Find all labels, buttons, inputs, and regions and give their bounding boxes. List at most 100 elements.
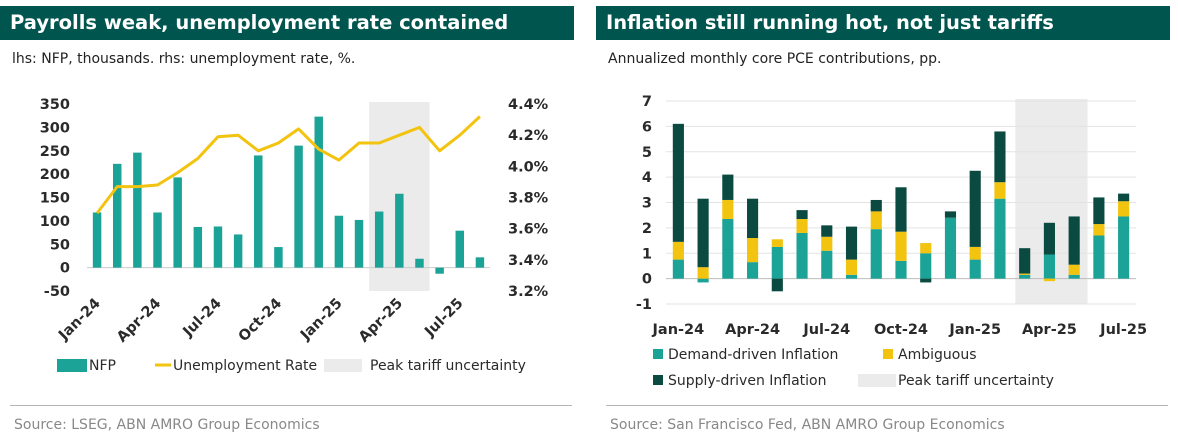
nfp-bar [153, 212, 162, 268]
legend-nfp-swatch [57, 359, 87, 372]
demand-driven-bar [845, 274, 858, 279]
left-chart-subtitle: lhs: NFP, thousands. rhs: unemployment r… [12, 51, 356, 67]
supply-driven-bar [1068, 216, 1080, 265]
supply-driven-bar [1043, 222, 1055, 255]
x-tick-label: Jan-24 [652, 322, 705, 338]
x-tick-label: Jul-25 [421, 296, 466, 341]
y-left-tick-label: 250 [40, 144, 70, 160]
nfp-bar [254, 155, 263, 268]
y-right-tick-label: 3.6% [508, 222, 549, 238]
nfp-bar [455, 230, 465, 268]
demand-driven-bar [1068, 274, 1080, 279]
nfp-bar [233, 234, 243, 268]
right-source-divider [606, 405, 1168, 406]
nfp-unemployment-chart: 350 300 250 200 150 100 50 0 -50 4.4% 4.2% 4.0% 3.8%… [40, 97, 549, 374]
nfp-bar [274, 247, 283, 268]
x-tick-label: Oct-24 [874, 322, 928, 338]
demand-driven-bar [1019, 274, 1031, 279]
ambiguous-bar [1019, 273, 1031, 275]
supply-driven-bar [944, 211, 957, 218]
legend-shading-swatch [324, 359, 362, 372]
legend-unemployment-label: Unemployment Rate [173, 358, 317, 374]
ambiguous-bar [697, 267, 709, 279]
supply-driven-bar [895, 187, 907, 232]
supply-driven-bar [796, 210, 808, 219]
nfp-bar [314, 116, 323, 268]
supply-driven-bar [821, 225, 833, 237]
nfp-bar [374, 211, 384, 268]
x-tick-label: Jul-24 [180, 296, 225, 341]
y-tick-label: 2 [642, 221, 652, 237]
demand-driven-bar [1093, 235, 1105, 279]
y-right-tick-label: 4.4% [508, 97, 549, 113]
supply-driven-bar [920, 278, 932, 283]
y-tick-label: 5 [642, 145, 652, 161]
y-left-tick-label: 100 [40, 214, 70, 230]
legend-supply-swatch [653, 375, 663, 385]
demand-driven-bar [969, 259, 981, 279]
nfp-bar [294, 145, 303, 268]
legend-ambiguous-label: Ambiguous [898, 347, 976, 363]
x-tick-label: Apr-24 [725, 322, 780, 338]
supply-driven-bar [1118, 193, 1130, 202]
nfp-bar [334, 215, 344, 268]
nfp-bar [112, 163, 122, 268]
x-tick-label: Oct-24 [236, 296, 286, 346]
demand-driven-bar [796, 232, 808, 279]
x-tick-label: Apr-25 [1022, 322, 1077, 338]
legend-shading-label: Peak tariff uncertainty [898, 373, 1054, 389]
x-tick-label: Apr-25 [356, 296, 406, 346]
supply-driven-bar [994, 131, 1006, 183]
supply-driven-bar [672, 123, 684, 242]
ambiguous-bar [845, 259, 858, 275]
y-tick-label: 4 [642, 170, 652, 186]
demand-driven-bar [771, 246, 783, 279]
demand-driven-bar [697, 278, 709, 283]
demand-driven-bar [1043, 254, 1055, 279]
x-tick-label: Apr-24 [114, 296, 164, 346]
left-chart-panel: Payrolls weak, unemployment rate contain… [0, 0, 574, 447]
demand-driven-bar [1118, 216, 1130, 279]
demand-driven-bar [870, 229, 882, 279]
supply-driven-bar [870, 199, 882, 212]
nfp-bar [213, 226, 223, 268]
x-tick-label: Jan-24 [55, 296, 104, 345]
demand-driven-bar [722, 218, 734, 279]
nfp-bar [173, 177, 182, 268]
y-tick-label: -1 [636, 297, 652, 313]
y-right-tick-label: 4.0% [508, 159, 549, 175]
supply-driven-bar [1093, 197, 1105, 225]
ambiguous-bar [747, 238, 759, 263]
x-tick-label: Jan-25 [297, 296, 346, 345]
y-left-tick-label: 0 [60, 261, 70, 277]
ambiguous-bar [969, 246, 981, 260]
nfp-bar [415, 258, 424, 268]
supply-driven-bar [1019, 248, 1031, 274]
right-chart-subtitle: Annualized monthly core PCE contribution… [608, 51, 942, 67]
supply-driven-bar [747, 198, 759, 239]
left-chart-source: Source: LSEG, ABN AMRO Group Economics [14, 417, 320, 433]
x-tick-label: Jan-25 [948, 322, 1001, 338]
ambiguous-bar [1118, 201, 1130, 217]
right-chart-title: Inflation still running hot, not just ta… [596, 6, 1170, 40]
ambiguous-bar [870, 211, 882, 230]
y-left-tick-label: 150 [40, 191, 70, 207]
right-chart-panel: Inflation still running hot, not just ta… [596, 0, 1170, 447]
demand-driven-bar [994, 198, 1006, 279]
ambiguous-bar [994, 182, 1006, 199]
demand-driven-bar [944, 217, 957, 279]
ambiguous-bar [796, 218, 808, 233]
y-left-tick-label: 350 [40, 97, 70, 113]
ambiguous-bar [1043, 278, 1055, 282]
ambiguous-bar [771, 239, 783, 247]
left-chart-title: Payrolls weak, unemployment rate contain… [0, 6, 574, 40]
left-source-divider [10, 405, 572, 406]
supply-driven-bar [697, 198, 709, 268]
y-left-tick-label: -50 [44, 284, 70, 300]
y-tick-label: 0 [642, 272, 652, 288]
y-right-tick-label: 3.4% [508, 253, 549, 269]
nfp-bar [193, 226, 203, 268]
ambiguous-bar [821, 236, 833, 251]
legend-shading-swatch [858, 374, 896, 387]
